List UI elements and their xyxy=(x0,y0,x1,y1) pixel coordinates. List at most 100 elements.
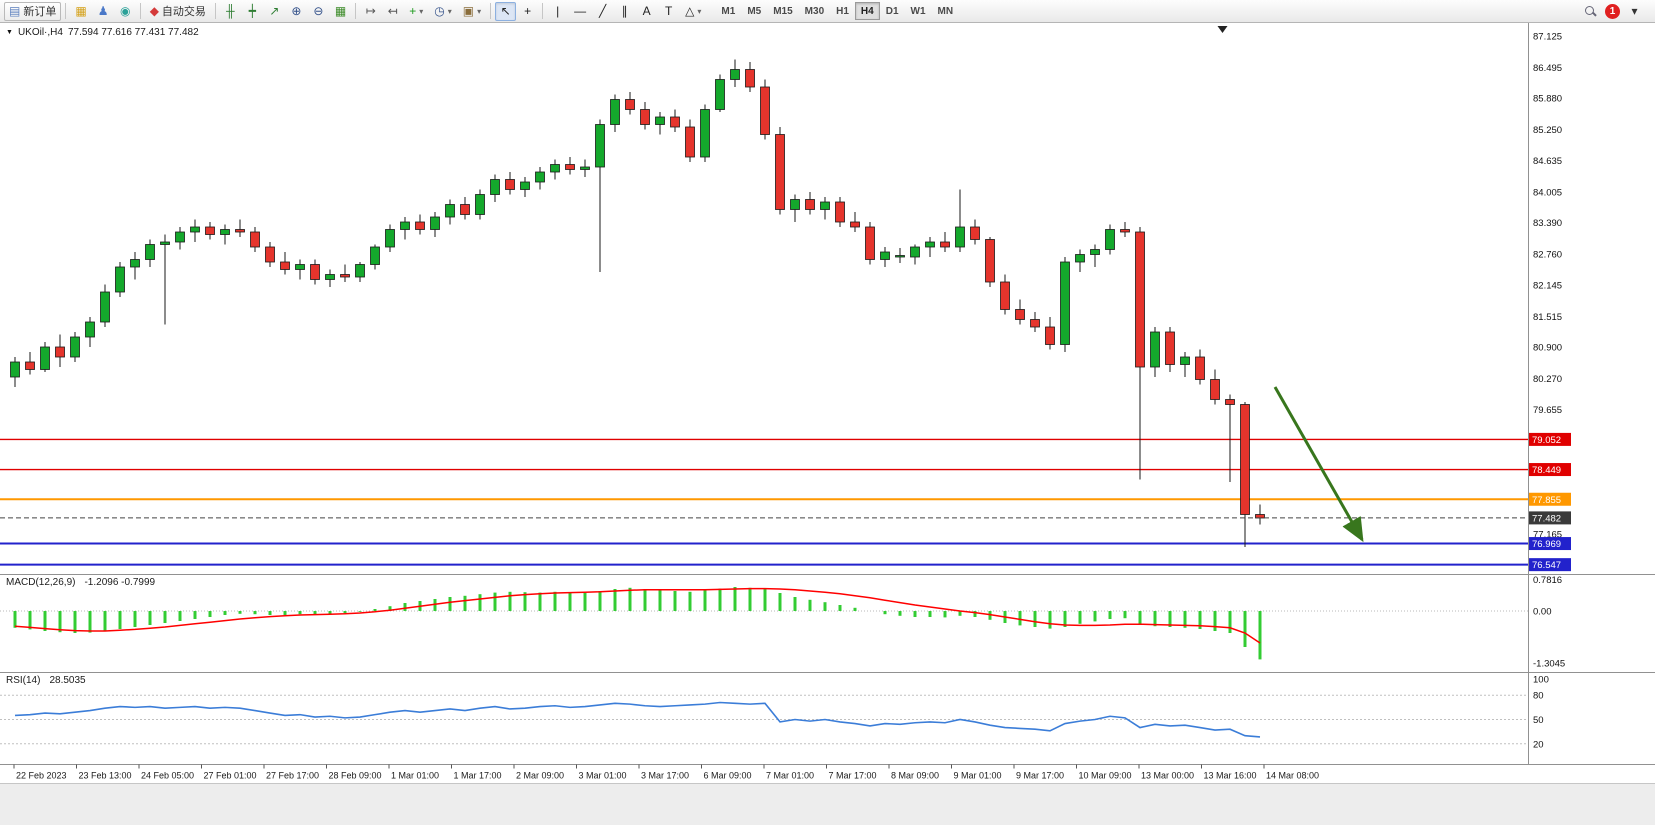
vertical-line-button[interactable]: | xyxy=(547,2,568,21)
timeframe-h1-button[interactable]: H1 xyxy=(836,5,849,17)
svg-text:84.005: 84.005 xyxy=(1533,187,1562,198)
cursor-button[interactable]: ↖ xyxy=(495,1,517,21)
chart-window: 87.125 86.495 85.880 85.250 84.635 84.005 83.3… xyxy=(0,23,1655,783)
periods-icon: ◷ xyxy=(434,4,445,18)
zoom-in-icon: ⊕ xyxy=(291,4,302,18)
toolbar-separator xyxy=(490,3,492,19)
zoom-in-button[interactable]: ⊕ xyxy=(286,2,307,21)
zoom-out-icon: ⊖ xyxy=(313,4,324,18)
autotrading-button-label: 自动交易 xyxy=(161,6,206,18)
svg-text:14 Mar 08:00: 14 Mar 08:00 xyxy=(1266,771,1319,781)
horizontal-line-button[interactable]: — xyxy=(569,2,591,21)
profiles-icon: ♟ xyxy=(97,4,109,18)
svg-text:0.7816: 0.7816 xyxy=(1533,575,1562,586)
shapes-icon: △ xyxy=(685,4,695,18)
chart-canvas[interactable]: 87.125 86.495 85.880 85.250 84.635 84.005 83.3… xyxy=(0,23,1655,783)
dropdown-arrow-icon: ▾ xyxy=(477,6,482,16)
trend-arrow-annotation[interactable] xyxy=(1273,386,1364,543)
tile-windows-button[interactable]: ▦ xyxy=(330,2,351,21)
svg-text:82.760: 82.760 xyxy=(1533,250,1562,261)
price-tags: 79.052 78.449 77.855 76.969 76.547 77.482 xyxy=(1529,432,1571,572)
svg-text:24 Feb 05:00: 24 Feb 05:00 xyxy=(141,771,194,781)
toolbar-separator xyxy=(65,3,67,19)
svg-text:9 Mar 01:00: 9 Mar 01:00 xyxy=(954,771,1002,781)
svg-text:10 Mar 09:00: 10 Mar 09:00 xyxy=(1079,771,1132,781)
trendline-button[interactable]: ╱ xyxy=(592,2,613,21)
line-chart-mode-button[interactable]: ↗ xyxy=(264,2,285,21)
new-chart-button[interactable]: ▦ xyxy=(70,2,91,21)
timeframe-w1-button[interactable]: W1 xyxy=(910,5,926,17)
new-order-button-label: 新订单 xyxy=(23,6,57,18)
svg-text:77.855: 77.855 xyxy=(1532,495,1561,506)
text-button[interactable]: A xyxy=(636,2,657,21)
svg-text:82.145: 82.145 xyxy=(1533,280,1562,291)
svg-text:23 Feb 13:00: 23 Feb 13:00 xyxy=(79,771,132,781)
svg-text:20: 20 xyxy=(1533,739,1544,750)
timeframe-m5-button[interactable]: M5 xyxy=(747,5,762,17)
svg-text:7 Mar 01:00: 7 Mar 01:00 xyxy=(766,771,814,781)
chart-shift-marker[interactable] xyxy=(1217,26,1228,33)
search-button[interactable] xyxy=(1580,2,1601,21)
text-icon: A xyxy=(642,4,651,18)
macd-signal-line xyxy=(14,587,1261,644)
dropdown-arrow-icon: ▾ xyxy=(447,6,452,16)
svg-text:1 Mar 01:00: 1 Mar 01:00 xyxy=(391,771,439,781)
svg-text:7 Mar 17:00: 7 Mar 17:00 xyxy=(829,771,877,781)
svg-text:3 Mar 17:00: 3 Mar 17:00 xyxy=(641,771,689,781)
autotrading-button[interactable]: ◆ 自动交易 xyxy=(145,2,211,21)
timeframe-m15-button[interactable]: M15 xyxy=(773,5,793,17)
dropdown-arrow-icon: ▾ xyxy=(419,6,424,16)
line-chart-mode-icon: ↗ xyxy=(269,4,280,18)
svg-text:13 Mar 16:00: 13 Mar 16:00 xyxy=(1204,771,1257,781)
time-axis[interactable]: 22 Feb 2023 23 Feb 13:00 24 Feb 05:00 27 Fe… xyxy=(13,764,1319,781)
svg-text:79.052: 79.052 xyxy=(1532,435,1561,446)
toolbar-separator xyxy=(139,3,141,19)
crosshair-button[interactable]: + xyxy=(517,2,538,21)
profiles-button[interactable]: ♟ xyxy=(93,2,114,21)
toolbar-separator xyxy=(355,3,357,19)
notification-badge[interactable]: 1 xyxy=(1605,3,1620,19)
new-order-button[interactable]: ▤ 新订单 xyxy=(4,1,62,21)
cursor-icon: ↖ xyxy=(500,4,511,18)
trendline-icon: ╱ xyxy=(599,4,607,18)
community-button[interactable]: ◉ xyxy=(115,2,136,21)
bar-chart-mode-button[interactable]: ╫ xyxy=(220,2,241,21)
timeframe-h4-button[interactable]: H4 xyxy=(854,2,880,20)
svg-text:6 Mar 09:00: 6 Mar 09:00 xyxy=(704,771,752,781)
toolbar-separator xyxy=(214,3,216,19)
svg-text:1 Mar 17:00: 1 Mar 17:00 xyxy=(454,771,502,781)
zoom-out-button[interactable]: ⊖ xyxy=(308,2,329,21)
price-axis[interactable]: 87.125 86.495 85.880 85.250 84.635 84.005 83.3… xyxy=(1533,31,1565,750)
chart-shift-icon: ↤ xyxy=(387,4,398,18)
svg-text:83.390: 83.390 xyxy=(1533,218,1562,229)
autotrading-icon: ◆ xyxy=(149,4,159,18)
svg-text:27 Feb 17:00: 27 Feb 17:00 xyxy=(266,771,319,781)
symbol-period-label: UKOil·,H4 xyxy=(17,27,63,38)
indicators-button[interactable]: + ▾ xyxy=(404,2,428,21)
svg-text:80.270: 80.270 xyxy=(1533,374,1562,385)
horizontal-lines xyxy=(0,438,1528,566)
periods-button[interactable]: ◷ ▾ xyxy=(429,2,457,21)
templates-button[interactable]: ▣ ▾ xyxy=(458,2,486,21)
svg-text:13 Mar 00:00: 13 Mar 00:00 xyxy=(1141,771,1194,781)
candlestick-mode-button[interactable]: ┿ xyxy=(242,2,263,21)
svg-text:86.495: 86.495 xyxy=(1533,63,1562,74)
timeframe-m30-button[interactable]: M30 xyxy=(804,5,825,17)
price-tag-77.855 xyxy=(1529,492,1571,506)
horizontal-line-icon: — xyxy=(574,4,587,18)
svg-text:85.250: 85.250 xyxy=(1533,125,1562,136)
timeframe-m1-button[interactable]: M1 xyxy=(721,5,736,17)
shapes-button[interactable]: △ ▾ xyxy=(680,2,706,21)
rsi-name: RSI(14) xyxy=(6,675,41,686)
indicators-icon: + xyxy=(409,4,417,18)
symbol-dropdown-icon[interactable]: ▼ xyxy=(6,29,13,36)
timeframe-d1-button[interactable]: D1 xyxy=(885,5,899,17)
channel-button[interactable]: ∥ xyxy=(614,2,635,21)
rsi-line xyxy=(14,701,1261,738)
text-label-button[interactable]: T xyxy=(658,2,679,21)
auto-scroll-button[interactable]: ↦ xyxy=(360,2,381,21)
timeframe-mn-button[interactable]: MN xyxy=(937,5,954,17)
svg-text:80: 80 xyxy=(1533,691,1544,702)
chart-shift-button[interactable]: ↤ xyxy=(382,2,403,21)
toolbar-overflow-button[interactable]: ▾ xyxy=(1624,2,1645,21)
